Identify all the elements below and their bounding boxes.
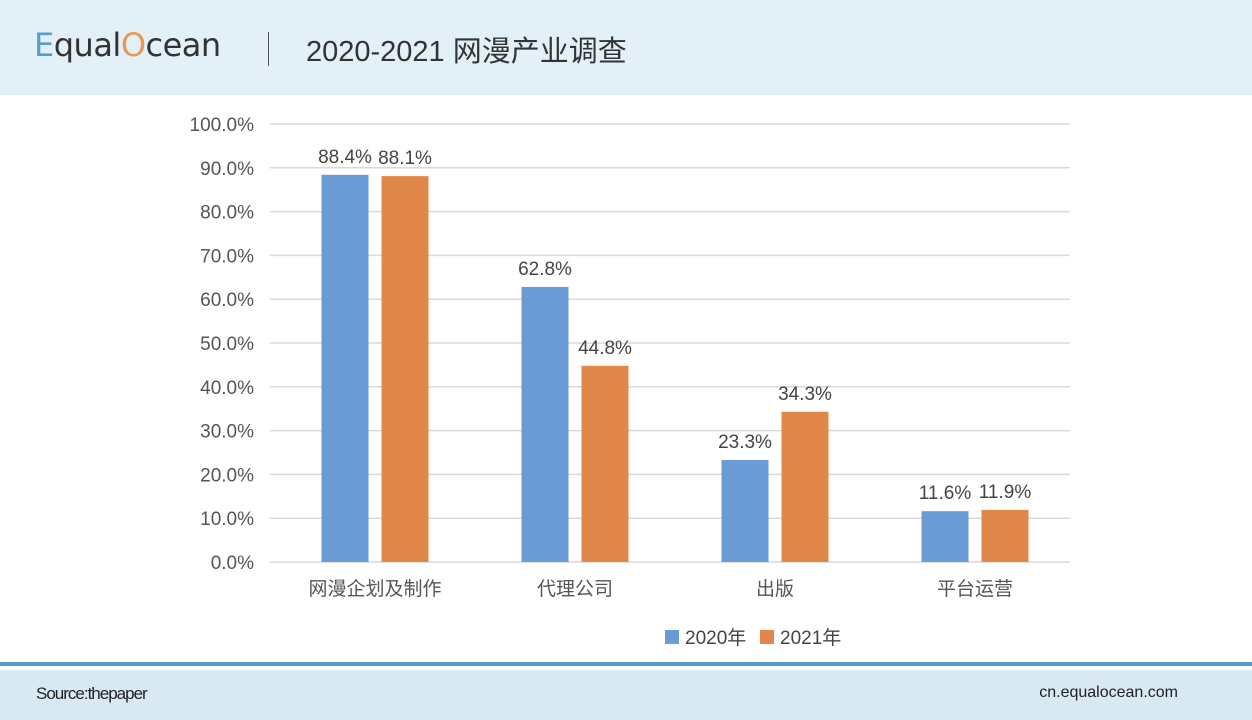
legend-swatch-2020 [665,630,679,644]
y-tick-label: 0.0% [211,553,254,574]
page-title: 2020-2021 网漫产业调查 [306,36,627,68]
x-tick-label: 平台运营 [937,578,1013,600]
data-label: 11.6% [919,483,972,504]
legend-label: 2020年 [685,627,746,649]
data-label: 88.4% [318,147,372,168]
bar-2020 [521,286,569,562]
bar-2020 [921,511,969,562]
bar-2021 [381,176,429,562]
x-tick-label: 网漫企划及制作 [308,578,441,600]
data-label: 62.8% [518,259,572,280]
footer-bar [0,670,1252,720]
data-label: 34.3% [778,384,832,405]
bar-2021 [981,509,1029,562]
data-label: 11.9% [979,482,1032,503]
y-tick-label: 40.0% [200,378,254,399]
y-tick-label: 30.0% [200,422,254,443]
header-bar: EqualOcean 2020-2021 网漫产业调查 [0,0,1252,95]
bar-2020 [721,459,769,562]
site-url: cn.equalocean.com [1039,684,1178,701]
data-label: 44.8% [578,338,632,359]
data-label: 88.1% [378,148,432,169]
legend-swatch-2021 [760,630,774,644]
bar-chart: 0.0% 10.0% 20.0% 30.0% 40.0% 50.0% 60.0% 70.0% 8… [190,115,1070,649]
x-tick-label: 出版 [756,578,794,600]
y-tick-label: 60.0% [200,290,254,311]
legend-label: 2021年 [780,627,841,649]
y-tick-label: 50.0% [200,334,254,355]
footer-divider [0,662,1252,666]
y-tick-label: 10.0% [200,509,254,530]
data-label: 23.3% [718,432,772,453]
header-divider [268,32,269,66]
source-text: Source:thepaper [36,684,148,703]
bar-2021 [581,365,629,562]
y-tick-label: 80.0% [200,203,254,224]
y-tick-label: 100.0% [190,115,255,136]
y-tick-label: 20.0% [200,465,254,486]
equalocean-logo: EqualOcean [34,26,221,64]
bar-2020 [321,174,369,563]
y-tick-label: 70.0% [200,246,254,267]
y-tick-label: 90.0% [200,159,254,180]
x-tick-label: 代理公司 [537,578,613,600]
bar-2021 [781,411,829,562]
